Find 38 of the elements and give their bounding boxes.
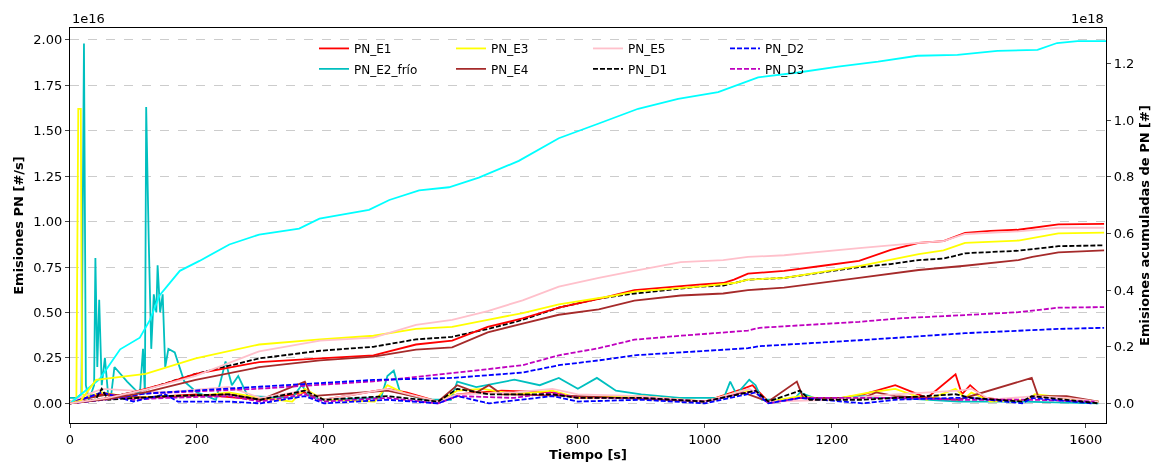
x-tick-label: 600 [438,431,464,447]
legend-label: PN_D1 [628,62,668,77]
x-tick-label: 1400 [942,431,976,447]
y-tick-label: 0.00 [33,395,63,411]
x-tick-label: 200 [184,431,210,447]
y-tick-label: 1.75 [33,77,63,93]
text: 1e16 [72,11,105,26]
x-tick-label: 0 [65,431,75,447]
legend-label: PN_E3 [491,42,529,57]
y2-tick-label: 0.2 [1113,339,1135,355]
y-tick-label: 1.50 [33,123,63,139]
legend-label: PN_E5 [628,42,666,57]
legend-label: PN_E1 [354,42,392,57]
x-tick-label: 1000 [688,431,722,447]
y2-axis-title: Emisiones acumuladas de PN [#] [1136,105,1152,346]
y2-tick-label: 1.2 [1113,55,1135,71]
y2-tick-label: 1.0 [1113,112,1135,128]
x-tick-label: 800 [565,431,591,447]
text: 1e18 [1071,11,1104,26]
x-axis-title: Tiempo [s] [548,447,628,463]
y2-tick-label: 0.4 [1113,282,1135,298]
y-tick-label: 0.50 [33,305,63,321]
y-tick-label: 0.75 [33,259,63,275]
y-axis-title: Emisiones PN [#/s] [11,156,27,295]
y-tick-label: 2.00 [33,32,63,48]
legend-label: PN_E4 [491,62,529,77]
y-tick-label: 1.25 [33,168,63,184]
y-tick-label: 1.00 [33,214,63,230]
x-tick-label: 1200 [815,431,849,447]
x-tick-label: 400 [311,431,337,447]
legend-label: PN_D2 [765,42,805,57]
legend-label: PN_E2_frío [354,62,418,77]
y2-tick-label: 0.0 [1113,396,1135,411]
x-tick-label: 1600 [1069,431,1103,447]
y2-tick-label: 0.6 [1113,225,1135,241]
y-tick-label: 0.25 [33,350,63,366]
legend-label: PN_D3 [765,62,805,77]
y2-tick-label: 0.8 [1113,169,1135,185]
